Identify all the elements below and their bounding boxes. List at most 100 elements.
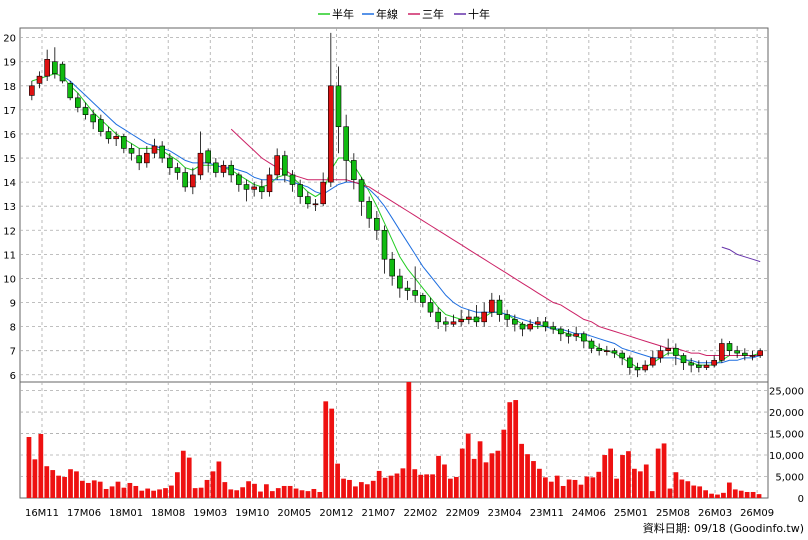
candle-body <box>297 184 303 197</box>
volume-bar <box>311 488 317 498</box>
volume-bar <box>685 481 691 498</box>
volume-bar <box>465 433 471 498</box>
candle-body <box>512 319 518 325</box>
candle-body <box>113 136 119 140</box>
volume-bar <box>673 472 679 498</box>
volume-bar <box>542 477 548 498</box>
volume-y-axis: 0 5,000 10,000 15,000 20,000 25,000 <box>769 387 804 505</box>
legend-label: 年線 <box>376 7 398 21</box>
price-tick-label: 14 <box>3 178 16 189</box>
candle-body <box>320 181 326 205</box>
volume-bar <box>394 473 400 498</box>
volume-bar <box>370 480 376 498</box>
volume-bar <box>85 482 91 498</box>
volume-bar <box>240 487 246 498</box>
volume-bar <box>26 436 32 498</box>
volume-bar <box>74 471 79 498</box>
volume-bar <box>198 487 204 498</box>
volume-bar <box>495 450 501 498</box>
candle-body <box>136 155 142 164</box>
volume-bar <box>578 484 584 498</box>
candle-body <box>634 367 641 371</box>
volume-bar <box>38 433 44 498</box>
volume-bar <box>513 400 519 498</box>
candle-body <box>174 167 181 173</box>
candle-body <box>36 75 43 84</box>
volume-bar <box>715 494 720 498</box>
candle-body <box>351 160 357 181</box>
x-tick-label: 19M10 <box>235 508 269 519</box>
candle-body <box>542 321 549 327</box>
price-tick-label: 18 <box>3 82 16 93</box>
volume-bar <box>459 448 465 498</box>
volume-tick-label: 10,000 <box>769 451 804 462</box>
volume-bar <box>655 448 661 498</box>
candle-body <box>305 196 311 205</box>
price-tick-label: 10 <box>3 274 16 285</box>
candle-body <box>673 347 679 356</box>
volume-bar <box>519 443 524 498</box>
candle-body <box>236 174 242 185</box>
candle-body <box>611 350 618 354</box>
price-tick-label: 9 <box>10 299 16 310</box>
volume-bar <box>174 472 180 498</box>
x-tick-label: 20M12 <box>319 508 353 519</box>
candle-body <box>757 350 763 356</box>
x-tick-label: 24M06 <box>572 508 606 519</box>
candle-body <box>489 299 495 313</box>
volume-bar <box>554 475 560 498</box>
candle-body <box>550 326 556 330</box>
x-tick-label: 23M04 <box>488 508 522 519</box>
price-tick-label: 19 <box>3 58 16 69</box>
candle-body <box>726 343 733 351</box>
volume-bar <box>287 485 293 498</box>
volume-bar <box>127 482 133 498</box>
volume-bar <box>430 474 435 498</box>
volume-bar <box>353 486 358 498</box>
volume-bar <box>192 488 198 498</box>
candle-body <box>619 352 625 359</box>
volume-bar <box>738 490 744 498</box>
volume-bar <box>121 487 127 498</box>
candle-body <box>719 343 725 361</box>
volume-bar <box>151 490 156 498</box>
candle-body <box>98 119 104 132</box>
candle-body <box>427 302 434 313</box>
candle-body <box>627 357 633 368</box>
candle-body <box>151 145 158 154</box>
legend-item: 三年 <box>408 7 444 21</box>
volume-bar <box>32 459 38 498</box>
volume-bar <box>590 477 596 498</box>
volume-bar <box>80 480 85 498</box>
volume-bar <box>697 486 703 498</box>
volume-bar <box>560 485 566 498</box>
volume-bar <box>531 461 536 498</box>
volume-tick-label: 25,000 <box>769 387 804 398</box>
volume-bar <box>608 448 614 498</box>
volume-bar <box>68 469 73 498</box>
candle-body <box>312 203 319 206</box>
candle-body <box>205 150 211 164</box>
volume-bar <box>216 461 222 498</box>
volume-bar <box>406 382 412 498</box>
candle-body <box>358 179 365 202</box>
volume-bar <box>537 468 542 498</box>
candle-body <box>696 364 702 368</box>
legend-item: 十年 <box>454 7 490 21</box>
legend-item: 半年 <box>318 7 354 21</box>
candle-body <box>581 333 587 342</box>
volume-tick-label: 15,000 <box>769 430 804 441</box>
candle-body <box>259 186 265 193</box>
candle-body <box>588 340 595 349</box>
price-y-axis: 6 7 8 9 10 11 12 13 14 15 16 17 18 19 20 <box>3 34 16 382</box>
candle-body <box>105 131 112 140</box>
legend-label: 三年 <box>422 7 444 21</box>
x-tick-label: 20M05 <box>277 508 311 519</box>
candle-body <box>128 148 135 154</box>
candle-body <box>573 333 579 337</box>
volume-bar <box>222 482 228 498</box>
price-tick-label: 12 <box>3 226 16 237</box>
candle-body <box>251 186 257 190</box>
price-tick-label: 11 <box>3 250 16 261</box>
x-tick-label: 22M02 <box>404 508 438 519</box>
